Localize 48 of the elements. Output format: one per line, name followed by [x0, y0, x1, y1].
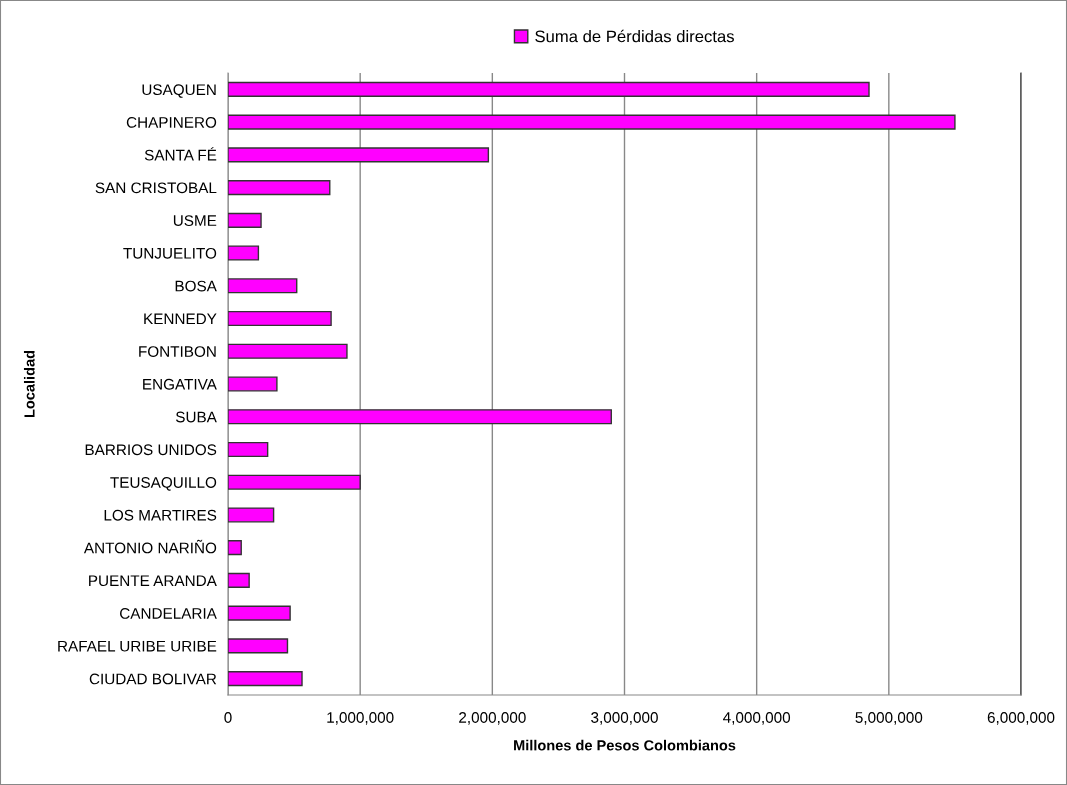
x-tick-label: 3,000,000 [591, 712, 658, 725]
y-tick-label: BOSA [175, 280, 217, 292]
y-tick-label: SUBA [175, 411, 217, 423]
bar [228, 81, 870, 97]
y-tick-label: PUENTE ARANDA [89, 575, 217, 587]
x-tick-label: 6,000,000 [987, 712, 1055, 725]
y-tick-label: USAQUEN [142, 84, 216, 98]
bar [228, 245, 260, 261]
legend-label: Suma de Pérdidas directas [535, 29, 734, 43]
y-tick-label: CANDELARIA [120, 608, 217, 619]
y-tick-label: ANTONIO NARIÑO [83, 539, 217, 554]
y-tick-label: CHAPINERO [126, 116, 217, 128]
y-tick-label: TEUSAQUILLO [110, 477, 217, 491]
y-tick-label: RAFAEL URIBE URIBE [58, 640, 217, 652]
bar [228, 572, 250, 588]
y-tick-label: SAN CRISTOBAL [95, 182, 217, 194]
x-tick-label: 0 [224, 712, 232, 723]
bar [228, 147, 490, 163]
bar [228, 638, 289, 654]
bar [228, 114, 956, 130]
y-axis-title: Localidad [23, 350, 35, 418]
y-tick-label: LOS MARTIRES [104, 509, 217, 521]
bar [228, 474, 361, 490]
y-tick-label: BARRIOS UNIDOS [85, 444, 217, 456]
bar [228, 540, 242, 556]
x-tick-label: 5,000,000 [855, 712, 923, 725]
bar [228, 409, 612, 425]
y-tick-label: SANTA FÉ [144, 147, 217, 161]
bar [228, 180, 331, 196]
y-tick-label: KENNEDY [144, 313, 217, 325]
x-tick-label: 1,000,000 [327, 712, 394, 725]
bar [228, 278, 298, 294]
y-tick-label: USME [173, 215, 217, 226]
x-tick-label: 4,000,000 [723, 712, 791, 725]
bar [228, 343, 348, 359]
x-tick-label: 2,000,000 [459, 712, 526, 725]
bar [228, 441, 269, 458]
y-tick-label: ENGATIVA [143, 378, 217, 390]
bar [228, 212, 262, 228]
bar [228, 671, 303, 687]
bar [228, 376, 278, 392]
x-axis-title: Millones de Pesos Colombianos [514, 739, 736, 751]
bar [228, 310, 332, 327]
bar [228, 605, 291, 621]
y-tick-label: TUNJUELITO [123, 247, 217, 259]
bar [228, 507, 275, 523]
y-tick-label: CIUDAD BOLIVAR [89, 673, 217, 685]
y-tick-label: FONTIBON [139, 346, 216, 357]
